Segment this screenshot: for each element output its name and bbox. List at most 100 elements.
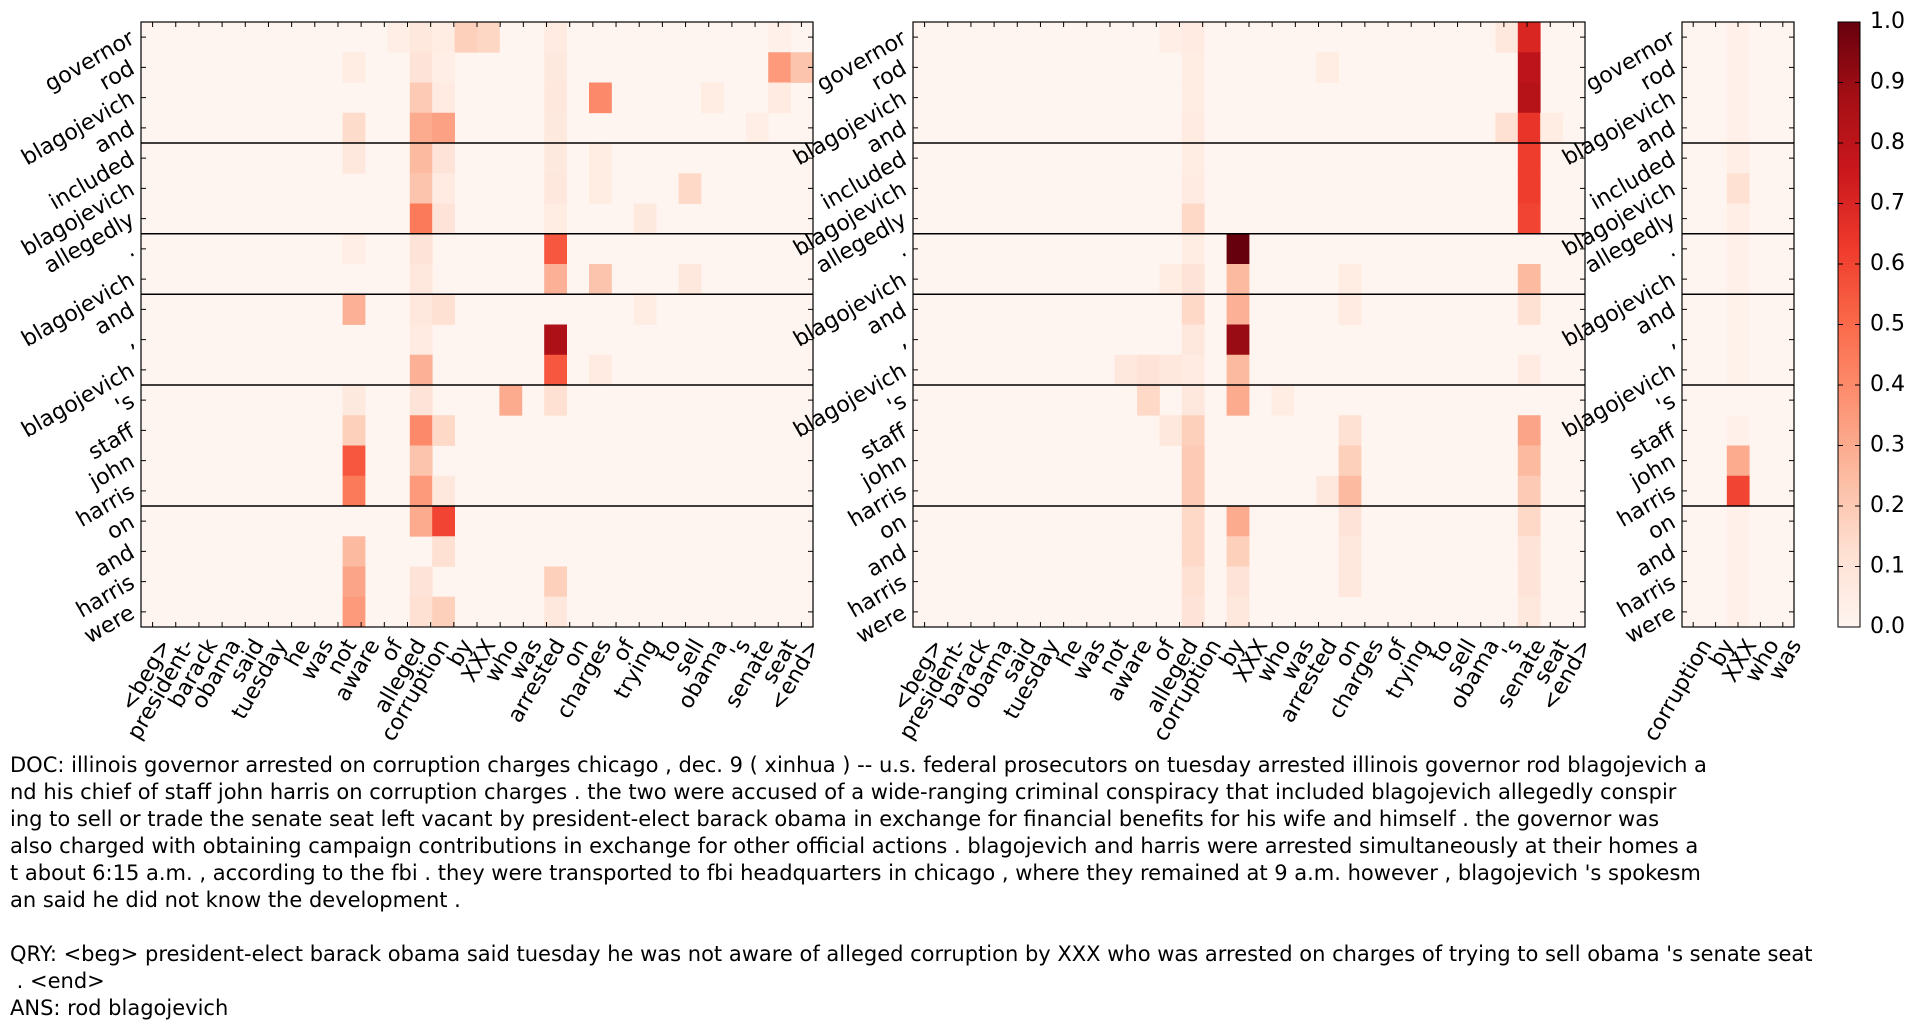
colorbar-tick-label: 0.3 — [1870, 433, 1905, 458]
heatmap-cell — [454, 22, 478, 53]
attention-figure: governorrodblagojevichandincludedblagoje… — [18, 9, 1905, 746]
heatmap-cell — [342, 415, 366, 446]
heatmap-cell — [1226, 506, 1250, 537]
heatmap-cell — [1226, 264, 1250, 295]
heatmap-cell — [1338, 415, 1362, 446]
heatmap-cell — [1181, 22, 1205, 53]
heatmap-cell — [544, 566, 567, 598]
heatmap-cell — [432, 536, 455, 567]
heatmap-cell — [409, 415, 433, 446]
heatmap-cell — [1226, 536, 1250, 567]
heatmap-cell — [1517, 415, 1541, 446]
heatmap-cell — [1159, 22, 1183, 53]
doc-line: an said he did not know the development … — [10, 888, 461, 912]
heatmap-cell — [544, 82, 567, 114]
heatmap-cell — [1181, 52, 1205, 83]
heatmap-cell — [678, 173, 702, 204]
y-tick-label: . — [892, 238, 911, 263]
heatmap-cell — [409, 203, 433, 235]
heatmap-cell — [1517, 112, 1541, 144]
heatmap-cell — [409, 22, 433, 53]
heatmap-cell — [1726, 354, 1750, 386]
heatmap-cell — [409, 112, 433, 144]
heatmap-cell — [768, 82, 791, 114]
heatmap-cell — [544, 354, 567, 386]
heatmap-cell — [1181, 143, 1205, 174]
heatmap-cell — [432, 112, 455, 144]
heatmap-cell — [432, 173, 455, 204]
heatmap-cell — [1181, 112, 1205, 144]
heatmap-panel-1: governorrodblagojevichandincludedblagoje… — [18, 21, 826, 746]
heatmap-cell — [1517, 264, 1541, 295]
heatmap-cell — [409, 445, 433, 477]
doc-line: nd his chief of staff john harris on cor… — [10, 780, 1677, 804]
heatmap-cell — [1517, 536, 1541, 567]
colorbar: 0.0 0.1 0.2 0.3 0.4 0.5 0.6 0.7 0.8 0.9 1.0 — [1837, 9, 1905, 639]
heatmap-cell — [432, 52, 455, 83]
heatmap-cell — [1517, 22, 1541, 53]
heatmap-cell — [1726, 203, 1750, 235]
heatmap-cell — [1338, 264, 1362, 295]
heatmap-cell — [1517, 143, 1541, 174]
heatmap-cell — [1517, 445, 1541, 477]
heatmap-cell — [544, 264, 567, 295]
heatmap-cell — [1726, 264, 1750, 295]
heatmap-cell — [1226, 566, 1250, 598]
heatmap-cell — [1517, 82, 1541, 114]
heatmap-cell — [1226, 354, 1250, 386]
heatmap-cell — [1181, 82, 1205, 114]
doc-line: ing to sell or trade the senate seat lef… — [10, 807, 1660, 831]
heatmap-cell — [409, 143, 433, 174]
heatmap-cell — [1181, 324, 1205, 356]
heatmap-cell — [544, 143, 567, 174]
heatmap-cell — [477, 22, 500, 53]
heatmap-cell — [409, 82, 433, 114]
doc-line: t about 6:15 a.m. , according to the fbi… — [10, 861, 1701, 885]
heatmap-cell — [409, 324, 433, 356]
heatmap-cell — [409, 233, 433, 265]
heatmap-cell — [768, 52, 791, 83]
heatmap-cell — [1338, 566, 1362, 598]
heatmap-cell — [1316, 52, 1339, 83]
heatmap-cell — [633, 203, 657, 235]
heatmap-cell — [1726, 324, 1750, 356]
heatmap-cell — [1271, 385, 1295, 416]
y-tick-label: , — [892, 328, 911, 353]
heatmap-cell — [409, 264, 433, 295]
heatmap-cell — [409, 52, 433, 83]
heatmap-cell — [1114, 354, 1138, 386]
heatmap-cell — [1181, 415, 1205, 446]
heatmap-cell — [1517, 203, 1541, 235]
heatmap-cell — [1726, 233, 1750, 265]
heatmap-cell — [1338, 475, 1362, 507]
heatmap-cell — [1181, 385, 1205, 416]
query-line: . <end> — [10, 969, 105, 993]
heatmap-cell — [1726, 173, 1750, 204]
heatmap-cell — [1181, 264, 1205, 295]
y-tick-label: . — [1661, 238, 1680, 263]
heatmap-cell — [1726, 445, 1750, 477]
heatmap-cell — [432, 203, 455, 235]
heatmap-cell — [499, 385, 523, 416]
heatmap-cell — [1726, 22, 1750, 53]
y-tick-label: , — [120, 328, 139, 353]
y-tick-label: . — [120, 238, 139, 263]
heatmap-cell — [1517, 596, 1541, 628]
heatmap-cell — [544, 324, 567, 356]
heatmap-cell — [544, 385, 567, 416]
heatmap-cell — [342, 385, 366, 416]
heatmap-cell — [342, 233, 366, 265]
heatmap-cell — [589, 173, 612, 204]
y-tick-label: , — [1661, 328, 1680, 353]
heatmap-cell — [1181, 566, 1205, 598]
heatmap-cell — [409, 475, 433, 507]
colorbar-tick-label: 0.9 — [1870, 70, 1905, 95]
heatmap-cell — [1316, 475, 1339, 507]
heatmap-cell — [589, 264, 612, 295]
heatmap-cell — [1726, 506, 1750, 537]
colorbar-tick-label: 0.4 — [1870, 372, 1905, 397]
heatmap-cell — [1517, 354, 1541, 386]
heatmap-cell — [544, 52, 567, 83]
colorbar-tick-label: 0.8 — [1870, 130, 1905, 155]
heatmap-cell — [342, 596, 366, 628]
